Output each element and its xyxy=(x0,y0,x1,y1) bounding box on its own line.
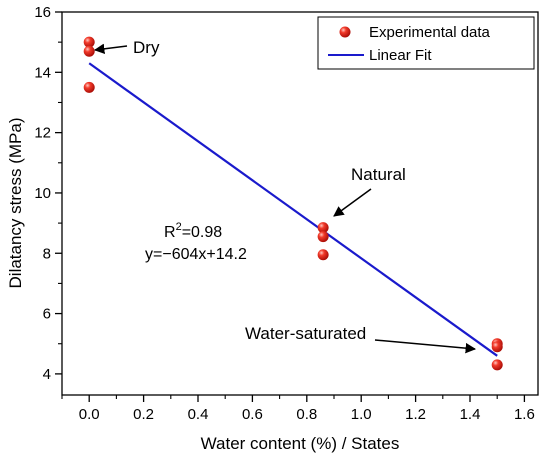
legend-box xyxy=(317,16,535,70)
annotation-natural-arrow xyxy=(333,188,372,217)
x-axis-ticks: 0.0 0.2 0.4 0.6 0.8 1.0 1.2 1.4 1.6 xyxy=(61,395,535,423)
y-axis-title: Dilatancy stress (MPa) xyxy=(6,118,25,289)
x-tick-label: 0.4 xyxy=(188,406,209,423)
x-tick-label: 1.0 xyxy=(351,406,372,423)
x-tick-label: 0.0 xyxy=(79,406,100,423)
annotation-dry-arrow xyxy=(93,43,128,55)
x-tick-label: 1.2 xyxy=(405,406,426,423)
y-tick-label: 10 xyxy=(34,185,51,202)
data-points-layer xyxy=(83,36,503,371)
data-point xyxy=(83,36,95,48)
x-tick-label: 1.4 xyxy=(460,406,481,423)
data-point xyxy=(491,341,503,353)
y-tick-label: 6 xyxy=(43,306,51,323)
y-tick-label: 14 xyxy=(34,64,51,81)
x-axis-title: Water content (%) / States xyxy=(201,434,400,453)
x-tick-label: 0.6 xyxy=(242,406,263,423)
data-point xyxy=(317,222,329,234)
fit-line xyxy=(88,62,498,357)
r-squared-label: R2=0.98 xyxy=(164,221,222,241)
data-point xyxy=(491,359,503,371)
data-point xyxy=(317,231,329,243)
y-tick-label: 12 xyxy=(34,125,51,142)
legend-label-fit: Linear Fit xyxy=(369,47,432,64)
legend: Experimental data Linear Fit xyxy=(317,16,535,70)
plot-frame xyxy=(61,11,539,396)
x-tick-label: 0.8 xyxy=(296,406,317,423)
fit-equation: y=−604x+14.2 xyxy=(145,246,247,263)
annotation-saturated-arrow xyxy=(374,339,477,354)
annotation-dry: Dry xyxy=(133,38,160,57)
x-tick-label: 0.2 xyxy=(133,406,154,423)
data-point xyxy=(83,45,95,57)
annotation-natural: Natural xyxy=(351,165,406,184)
data-point xyxy=(317,249,329,261)
data-point xyxy=(83,81,95,93)
y-tick-label: 16 xyxy=(34,4,51,21)
y-tick-label: 8 xyxy=(43,245,51,262)
legend-label-experimental: Experimental data xyxy=(369,24,491,41)
fit-line-layer xyxy=(88,62,498,357)
legend-marker-experimental xyxy=(339,26,351,38)
y-tick-label: 4 xyxy=(43,366,51,383)
y-axis-ticks: 4 6 8 10 12 14 16 xyxy=(34,4,62,383)
annotation-saturated: Water-saturated xyxy=(245,324,366,343)
x-tick-label: 1.6 xyxy=(514,406,535,423)
